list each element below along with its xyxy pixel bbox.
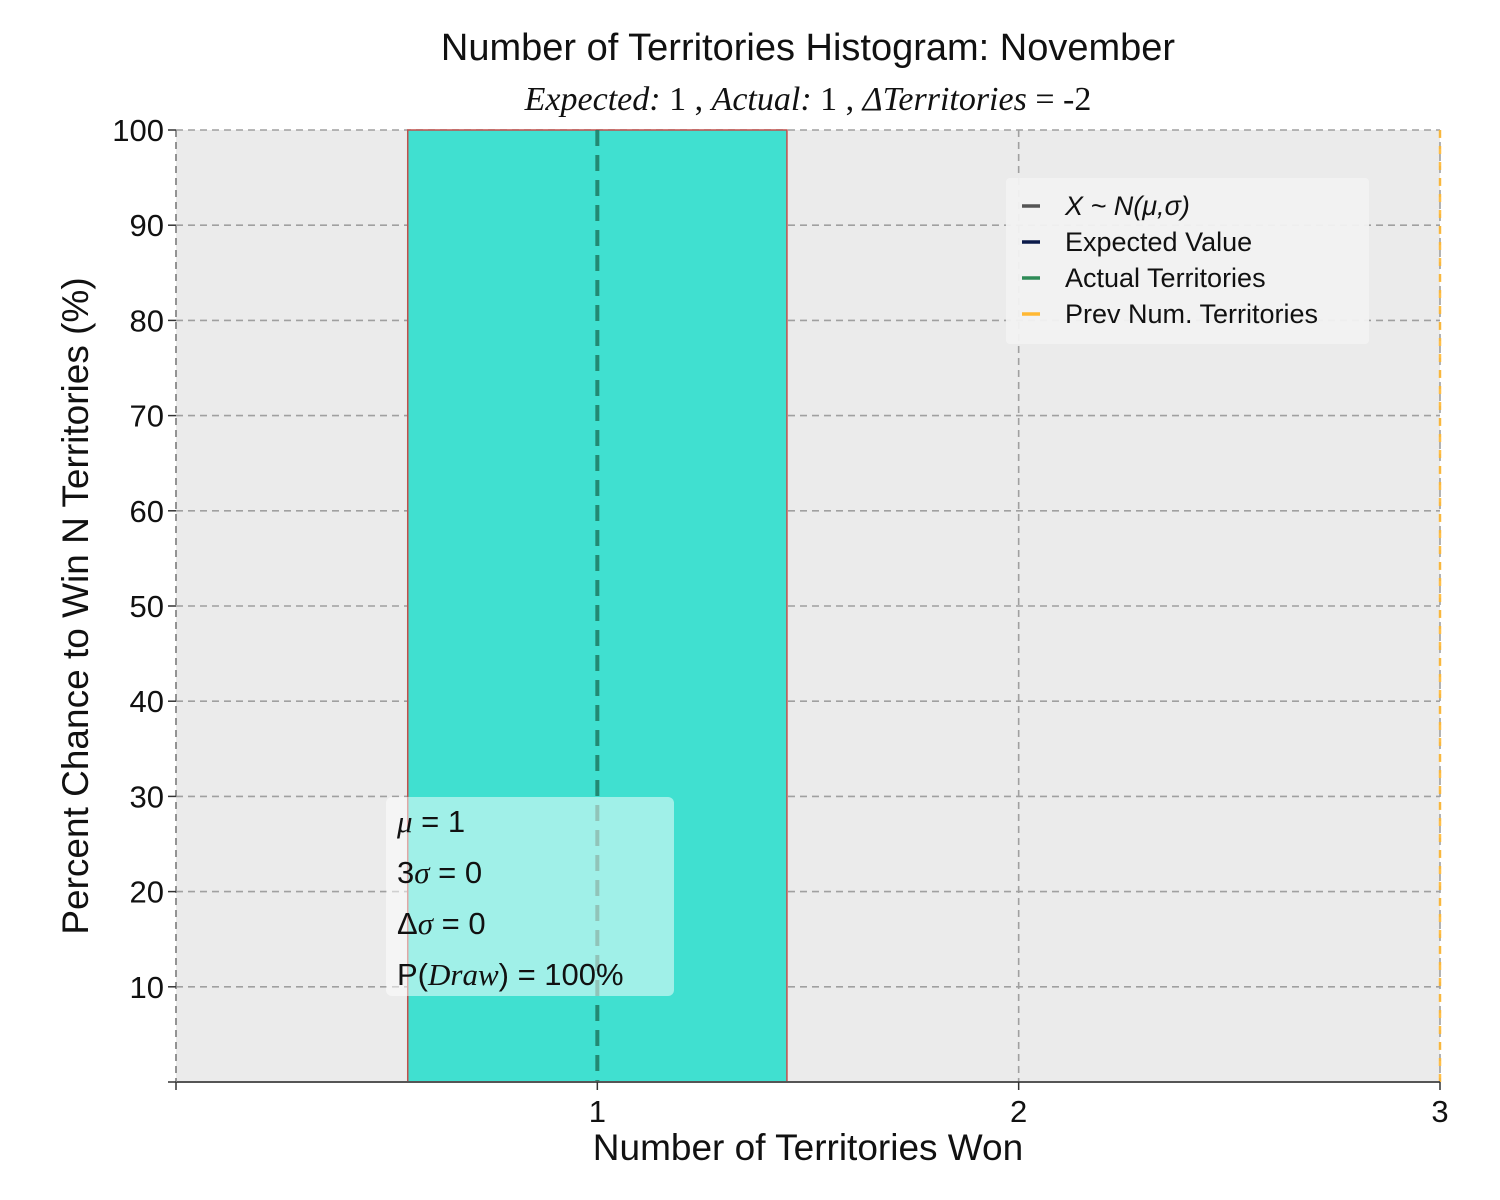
y-tick-label: 50 xyxy=(130,589,164,624)
y-tick-label: 80 xyxy=(130,303,164,338)
stats-line: 3σ = 0 xyxy=(397,855,482,890)
x-tick-label: 3 xyxy=(1431,1094,1448,1129)
legend-label: Prev Num. Territories xyxy=(1065,299,1318,329)
subtitle-expected-value: 1 xyxy=(669,81,686,118)
stats-line: μ = 1 xyxy=(396,804,465,839)
axes xyxy=(168,129,1441,1090)
stats-line: Δσ = 0 xyxy=(397,906,486,941)
subtitle-delta-value: = -2 xyxy=(1035,81,1091,118)
y-tick-label: 90 xyxy=(130,208,164,243)
legend: X ~ N(μ,σ) Expected Value Actual Territori… xyxy=(1006,178,1369,344)
x-axis-label: Number of Territories Won xyxy=(593,1127,1023,1168)
y-tick-label: 30 xyxy=(130,779,164,814)
legend-label: Expected Value xyxy=(1065,227,1252,257)
chart-title: Number of Territories Histogram: Novembe… xyxy=(441,27,1176,69)
legend-label: Actual Territories xyxy=(1065,263,1266,293)
subtitle-delta-label: ΔTerritories xyxy=(861,81,1027,118)
tick-labels: 1 2 3 10 20 30 40 50 60 70 80 90 100 xyxy=(112,113,1448,1129)
stats-box: μ = 1 3σ = 0 Δσ = 0 P(Draw) = 100% xyxy=(386,797,674,996)
y-tick-label: 100 xyxy=(112,113,164,148)
y-tick-label: 40 xyxy=(130,684,164,719)
y-tick-label: 10 xyxy=(130,970,164,1005)
legend-frame xyxy=(1006,178,1369,344)
y-tick-label: 70 xyxy=(130,399,164,434)
chart-subtitle: Expected: 1 , Actual: 1 , ΔTerritories =… xyxy=(524,81,1092,118)
vline-layer xyxy=(595,130,1442,1082)
subtitle-actual-value: 1 xyxy=(820,81,837,118)
subtitle-actual-label: Actual: xyxy=(710,81,812,118)
legend-label: X ~ N(μ,σ) xyxy=(1064,191,1190,221)
x-tick-label: 2 xyxy=(1010,1094,1027,1129)
stats-box-frame xyxy=(386,797,674,996)
subtitle-expected-label: Expected: xyxy=(524,81,661,118)
y-tick-label: 20 xyxy=(130,875,164,910)
y-axis-label: Percent Chance to Win N Territories (%) xyxy=(55,277,96,934)
stats-line: P(Draw) = 100% xyxy=(397,957,624,992)
y-tick-label: 60 xyxy=(130,494,164,529)
x-tick-label: 1 xyxy=(589,1094,606,1129)
